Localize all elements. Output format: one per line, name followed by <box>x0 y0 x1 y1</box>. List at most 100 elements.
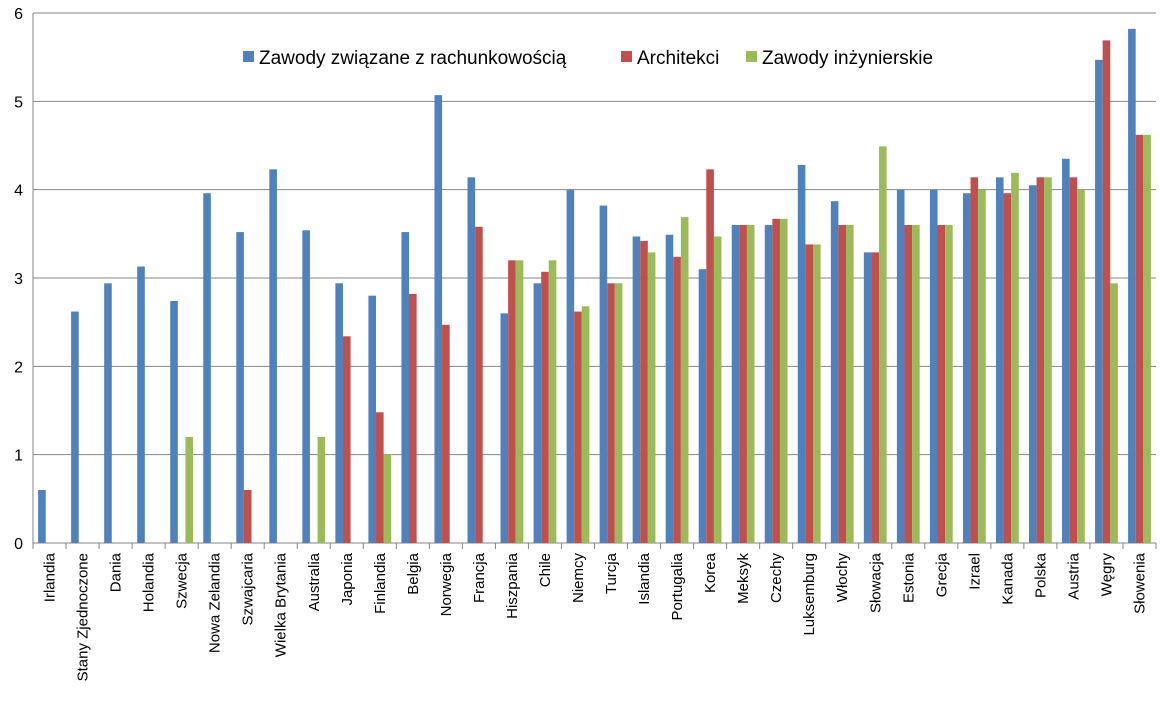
bar <box>805 244 813 543</box>
series-3 <box>185 134 1151 544</box>
bar <box>1003 193 1012 543</box>
bar <box>772 218 780 543</box>
category-label: Irlandia <box>42 552 59 602</box>
legend-label: Architekci <box>637 48 719 69</box>
category-label: Chile <box>537 553 554 587</box>
bar <box>896 189 905 544</box>
bar <box>1135 134 1144 543</box>
category-label: Kanada <box>999 552 1016 604</box>
legend-item: Zawody inżynierskie <box>746 48 933 69</box>
bar <box>1128 28 1136 543</box>
bar <box>1029 185 1037 543</box>
bar <box>566 189 575 544</box>
y-tick-label: 6 <box>14 6 23 23</box>
category-label: Szwecja <box>174 552 191 609</box>
bar <box>647 252 656 543</box>
bar <box>71 311 79 543</box>
bar <box>713 236 722 544</box>
bar <box>581 306 590 543</box>
bar <box>764 225 773 543</box>
bar <box>383 454 392 543</box>
category-label: Francja <box>471 552 488 603</box>
category-label: Nowa Zelandia <box>207 552 224 653</box>
legend-label: Zawody inżynierskie <box>762 48 933 69</box>
bar <box>797 164 806 543</box>
y-tick-label: 5 <box>14 94 23 111</box>
category-label: Luksemburg <box>801 553 818 636</box>
bar <box>1036 177 1045 544</box>
category-label: Belgia <box>405 552 422 594</box>
bar <box>533 283 542 543</box>
bar <box>838 225 847 543</box>
category-label: Portugalia <box>669 552 686 620</box>
bar <box>317 437 326 543</box>
bar <box>962 193 971 543</box>
y-tick-label: 0 <box>14 536 23 553</box>
x-axis-category-labels: Irlandia Stany Zjednoczone Dania Holandia Sz… <box>42 552 1149 681</box>
bar <box>574 311 582 543</box>
bar <box>376 412 384 543</box>
bar <box>203 193 211 543</box>
bar <box>731 225 740 543</box>
category-label: Meksyk <box>735 553 752 604</box>
bar <box>335 283 343 543</box>
bar <box>912 225 920 543</box>
bar <box>680 217 689 544</box>
bar <box>442 324 450 543</box>
bar <box>673 256 681 543</box>
bar <box>706 169 714 543</box>
category-label: Austria <box>1065 552 1082 599</box>
category-label: Czechy <box>768 553 785 604</box>
bar <box>104 283 112 543</box>
category-label: Korea <box>702 552 719 593</box>
legend-item: Zawody związane z rachunkowością <box>243 48 567 69</box>
category-label: Włochy <box>834 553 851 603</box>
legend-swatch <box>746 51 757 62</box>
bar <box>38 490 46 543</box>
bar <box>904 225 913 543</box>
bar <box>871 252 880 543</box>
bar <box>599 205 608 543</box>
category-label: Turcja <box>603 552 620 594</box>
bar <box>434 95 443 544</box>
legend-swatch <box>243 51 254 62</box>
bar <box>812 244 821 543</box>
category-label: Wielka Brytania <box>273 552 290 657</box>
bar <box>937 225 946 543</box>
bar <box>508 260 516 543</box>
bar <box>746 225 755 543</box>
bar <box>945 225 953 543</box>
bar <box>236 232 244 543</box>
category-label: Finlandia <box>372 552 389 614</box>
y-gridlines <box>33 12 1156 544</box>
bar <box>607 283 615 543</box>
bar <box>863 252 872 543</box>
bar <box>846 225 854 543</box>
bar <box>467 177 476 544</box>
bar <box>1044 177 1052 544</box>
legend: Zawody związane z rachunkowością Architek… <box>243 48 933 69</box>
bar <box>929 189 938 544</box>
category-label: Stany Zjednoczone <box>75 553 92 681</box>
series-2 <box>243 40 1144 544</box>
bar <box>978 189 986 544</box>
category-label: Japonia <box>339 552 356 605</box>
bar <box>698 269 707 543</box>
bar <box>185 437 194 543</box>
bar <box>1102 40 1111 543</box>
bar <box>548 260 557 543</box>
bar <box>830 201 839 543</box>
category-label: Dania <box>108 552 125 592</box>
bar <box>368 295 377 543</box>
bar <box>170 300 178 543</box>
y-axis-ticks: 0 1 2 3 4 5 6 <box>14 6 23 553</box>
bar <box>995 177 1004 544</box>
category-label: Szwajcaria <box>240 552 257 625</box>
category-label: Holandia <box>141 552 158 612</box>
bar <box>1095 59 1103 543</box>
y-tick-label: 2 <box>14 359 23 376</box>
bar <box>515 260 524 543</box>
bar <box>1110 283 1118 543</box>
